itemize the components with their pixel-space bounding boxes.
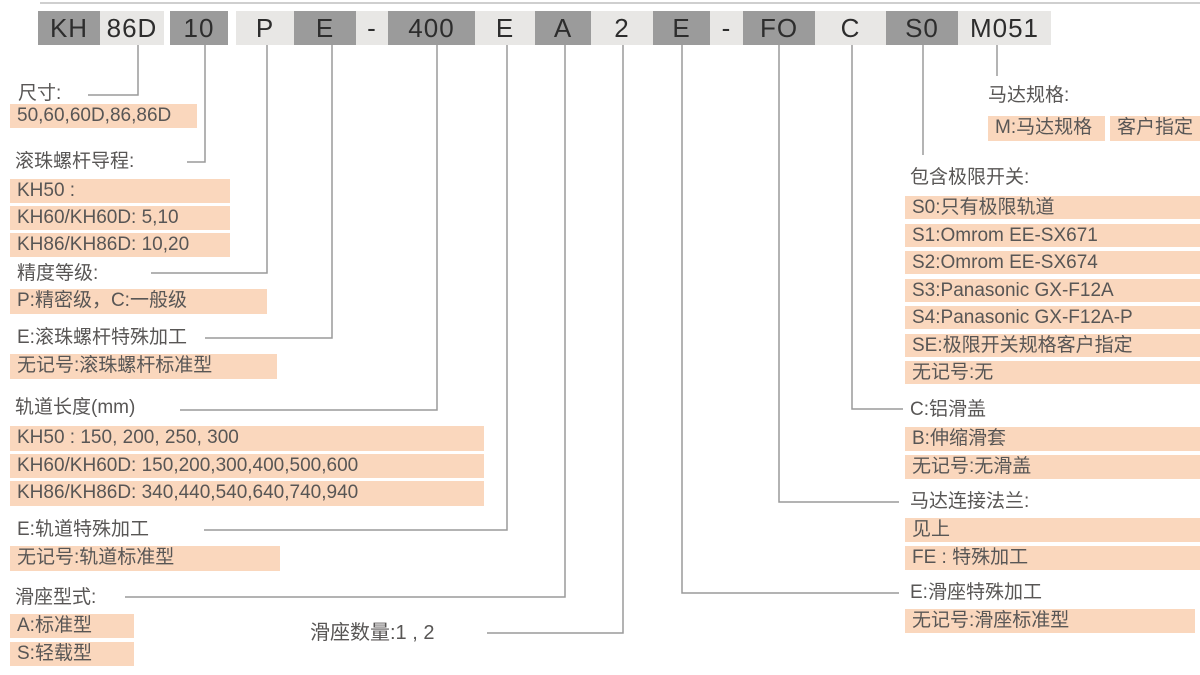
limit-row-s4: S4:Panasonic GX-F12A-P <box>905 306 1200 329</box>
limit-row-s3: S3:Panasonic GX-F12A <box>905 279 1200 302</box>
lead-row-kh86: KH86/KH86D: 10,20 <box>10 233 230 257</box>
size-label: 尺寸: <box>18 83 62 104</box>
code-m051: M051 <box>958 11 1051 45</box>
code-fo: FO <box>743 11 815 45</box>
code-400: 400 <box>388 11 475 45</box>
rail-length-label: 轨道长度(mm) <box>15 397 136 418</box>
code-a: A <box>535 11 591 45</box>
rail-row-kh86: KH86/KH86D: 340,440,540,640,740,940 <box>10 481 484 506</box>
code-2: 2 <box>591 11 653 45</box>
slider-type-label: 滑座型式: <box>15 587 97 608</box>
code-gap-2 <box>228 11 236 45</box>
flange-label: 马达连接法兰: <box>910 491 1030 512</box>
code-c: C <box>815 11 886 45</box>
slider-type-row-s: S:轻载型 <box>10 642 134 666</box>
code-e1: E <box>294 11 356 45</box>
limit-row-s0: S0:只有极限轨道 <box>905 196 1200 219</box>
screw-standard-row: 无记号:滚珠螺杆标准型 <box>10 354 277 379</box>
size-options-row: 50,60,60D,86,86D <box>10 104 197 128</box>
flange-row-fe: FE : 特殊加工 <box>905 546 1200 570</box>
code-s0: S0 <box>886 11 958 45</box>
cover-row-none: 无记号:无滑盖 <box>905 455 1200 479</box>
limit-row-s2: S2:Omrom EE-SX674 <box>905 251 1200 274</box>
lead-row-kh60: KH60/KH60D: 5,10 <box>10 206 230 230</box>
code-86d: 86D <box>100 11 164 45</box>
slider-type-row-a: A:标准型 <box>10 614 134 638</box>
code-kh: KH <box>38 11 100 45</box>
rail-row-kh50: KH50 : 150, 200, 250, 300 <box>10 426 484 451</box>
screw-special-label: E:滚珠螺杆特殊加工 <box>17 327 187 348</box>
code-e2: E <box>475 11 535 45</box>
connector-86d <box>88 45 139 96</box>
accuracy-label: 精度等级: <box>17 263 99 284</box>
code-p: P <box>236 11 294 45</box>
rail-row-kh60: KH60/KH60D: 150,200,300,400,500,600 <box>10 454 484 478</box>
limit-switch-label: 包含极限开关: <box>910 167 1030 188</box>
accuracy-options-row: P:精密级，C:一般级 <box>10 289 267 314</box>
cover-row-b: B:伸缩滑套 <box>905 427 1200 451</box>
limit-row-s1: S1:Omrom EE-SX671 <box>905 224 1200 247</box>
connector-e3 <box>681 45 899 594</box>
code-10: 10 <box>170 11 228 45</box>
rail-standard-row: 无记号:轨道标准型 <box>10 546 280 571</box>
slider-special-label: E:滑座特殊加工 <box>910 582 1042 603</box>
slider-qty-label: 滑座数量:1 , 2 <box>310 622 435 644</box>
connector-2 <box>487 45 624 634</box>
limit-row-se: SE:极限开关规格客户指定 <box>905 334 1200 357</box>
slider-standard-row: 无记号:滑座标准型 <box>905 609 1195 633</box>
lead-row-kh50: KH50 : <box>10 179 230 203</box>
code-strip: KH 86D 10 P E - 400 E A 2 E - FO C S0 M0… <box>38 11 1051 45</box>
connector-fo <box>778 45 899 503</box>
motor-spec-row: M:马达规格 <box>988 116 1105 141</box>
rail-special-label: E:轨道特殊加工 <box>17 519 149 540</box>
top-divider <box>40 2 1200 4</box>
connector-c <box>851 45 903 410</box>
flange-row-see-above: 见上 <box>905 518 1200 542</box>
limit-row-none: 无记号:无 <box>905 361 1200 384</box>
motor-custom-row: 客户指定 <box>1110 116 1200 141</box>
code-dash1: - <box>356 11 388 45</box>
cover-label: C:铝滑盖 <box>910 399 987 420</box>
code-e3: E <box>653 11 710 45</box>
lead-label: 滚珠螺杆导程: <box>15 151 135 172</box>
code-dash2: - <box>710 11 743 45</box>
motor-spec-label: 马达规格: <box>988 85 1070 106</box>
